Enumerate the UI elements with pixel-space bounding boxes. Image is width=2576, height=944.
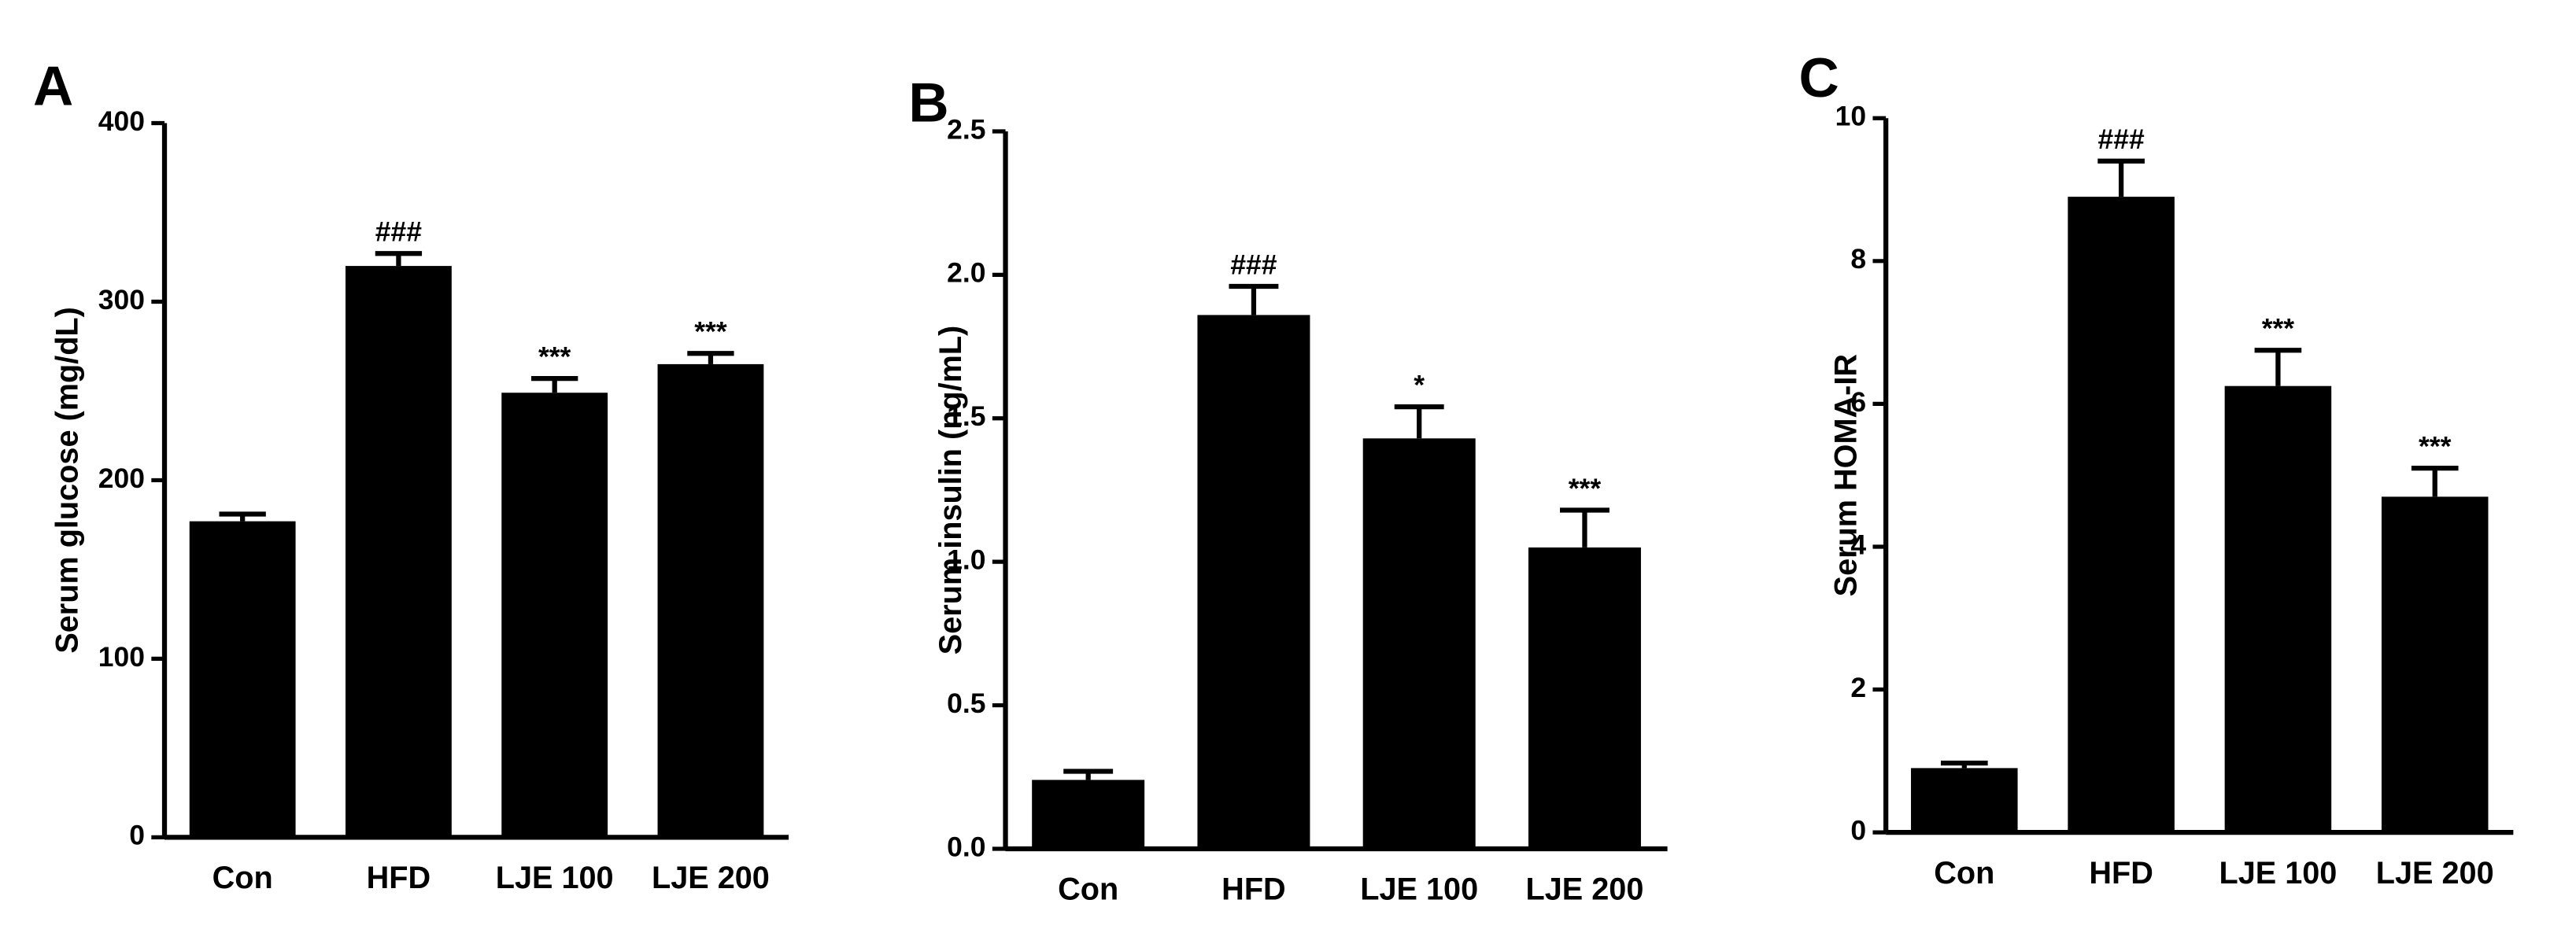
x-tick-label: LJE 200	[652, 861, 770, 895]
y-tick-label: 10	[1835, 101, 1866, 132]
significance-label: ***	[694, 316, 727, 348]
significance-label: ***	[1569, 473, 1602, 504]
bar	[346, 266, 452, 838]
significance-label: ***	[538, 341, 571, 372]
bar	[2068, 197, 2175, 833]
x-tick-label: LJE 100	[2219, 856, 2337, 891]
y-tick-label: 2	[1850, 672, 1866, 703]
y-tick-label: 0	[1850, 814, 1866, 846]
bar	[1911, 768, 2018, 833]
y-axis-label: Serum HOMA-IR	[1829, 354, 1864, 596]
bar	[1197, 315, 1310, 849]
significance-label: ***	[2419, 430, 2452, 462]
bar	[1032, 780, 1145, 849]
y-tick-label: 0.0	[947, 831, 985, 862]
significance-label: ###	[2098, 124, 2145, 155]
y-tick-label: 8	[1850, 243, 1866, 275]
panel-label: A	[33, 56, 73, 118]
x-tick-label: LJE 200	[1526, 872, 1644, 907]
x-tick-label: Con	[213, 861, 273, 895]
y-tick-label: 6	[1850, 386, 1866, 418]
y-tick-label: 200	[98, 463, 145, 494]
x-tick-label: LJE 100	[1360, 872, 1478, 907]
y-tick-label: 0.5	[947, 688, 985, 719]
significance-label: ###	[375, 216, 422, 248]
bar	[501, 393, 608, 838]
x-tick-label: HFD	[1221, 872, 1285, 907]
y-tick-label: 400	[98, 105, 145, 137]
bar	[1362, 438, 1476, 849]
bar	[1528, 547, 1641, 849]
panel-label: C	[1799, 47, 1839, 109]
x-tick-label: LJE 100	[496, 861, 614, 895]
bar	[2381, 496, 2489, 833]
bar	[189, 521, 296, 838]
y-tick-label: 0	[129, 820, 145, 851]
bar	[657, 363, 764, 838]
y-tick-label: 100	[98, 641, 145, 673]
x-tick-label: LJE 200	[2376, 856, 2494, 891]
panel-label: B	[908, 72, 948, 134]
significance-label: ###	[1230, 249, 1277, 280]
bar	[2224, 385, 2332, 833]
x-tick-label: Con	[1058, 872, 1118, 907]
significance-label: ***	[2262, 313, 2295, 345]
x-tick-label: HFD	[367, 861, 431, 895]
y-tick-label: 2.5	[947, 113, 985, 145]
y-tick-label: 1.5	[947, 400, 985, 432]
x-tick-label: Con	[1934, 856, 1994, 891]
y-tick-label: 4	[1850, 529, 1866, 560]
x-tick-label: HFD	[2089, 856, 2153, 891]
y-tick-label: 300	[98, 284, 145, 315]
y-tick-label: 2.0	[947, 257, 985, 289]
y-axis-label: Serum glucose (mg/dL)	[50, 307, 84, 653]
significance-label: *	[1414, 369, 1425, 400]
y-tick-label: 1.0	[947, 544, 985, 576]
y-axis-label: Serum insulin (ng/mL)	[933, 326, 968, 655]
